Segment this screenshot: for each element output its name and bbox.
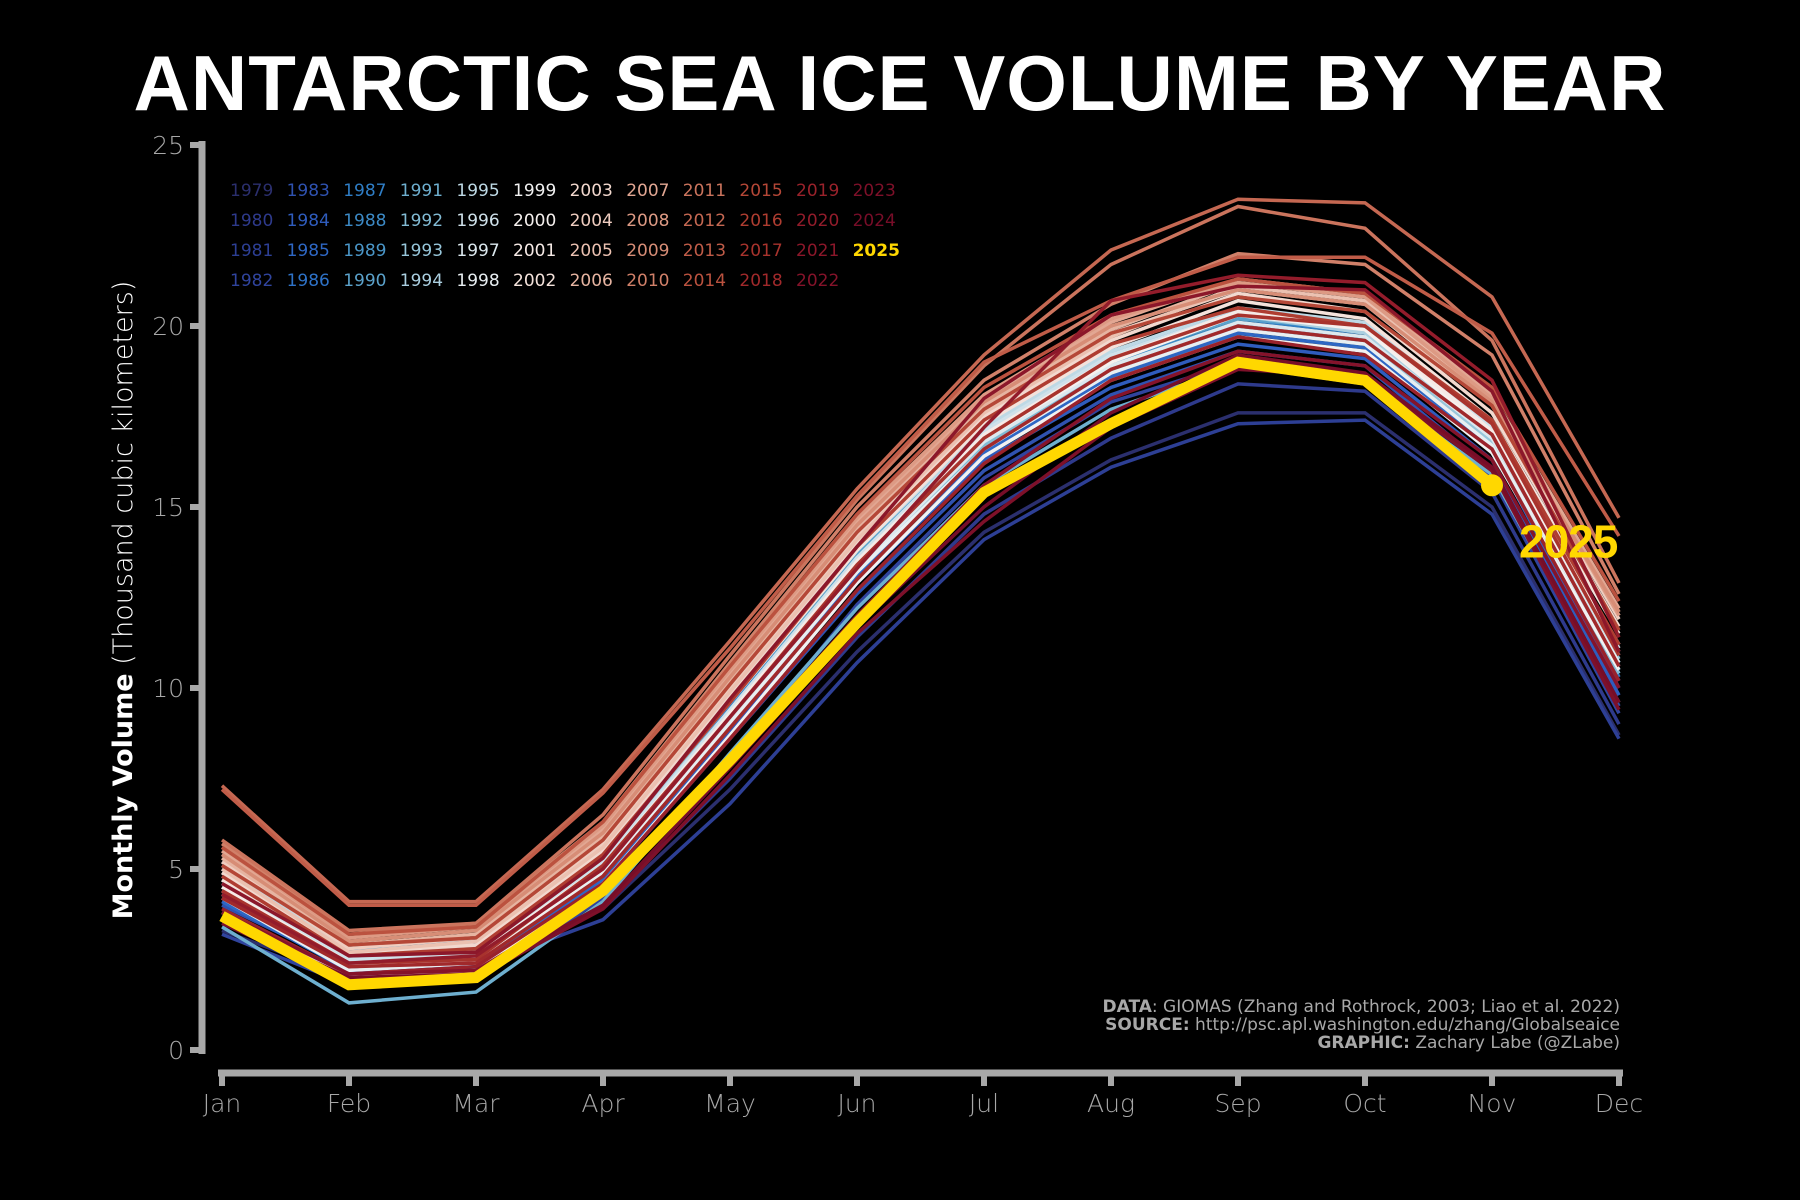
legend-item-2010: 2010 <box>626 271 669 291</box>
legend-item-1997: 1997 <box>456 241 499 261</box>
y-tick-label: 10 <box>152 674 184 703</box>
credit-data-text: : GIOMAS (Zhang and Rothrock, 2003; Liao… <box>1152 997 1620 1017</box>
legend-item-2015: 2015 <box>739 181 782 201</box>
x-tick-label: Jul <box>969 1089 999 1118</box>
legend-item-2018: 2018 <box>739 271 782 291</box>
x-tick-label: Sep <box>1214 1089 1261 1118</box>
legend-item-1990: 1990 <box>343 271 386 291</box>
legend-item-1984: 1984 <box>287 211 330 231</box>
legend-item-1996: 1996 <box>456 211 499 231</box>
legend-item-2012: 2012 <box>683 211 726 231</box>
series-endpoint-2025 <box>1481 474 1503 497</box>
legend-item-2022: 2022 <box>796 271 839 291</box>
series-line-2025 <box>219 356 1496 991</box>
y-axis-label-bold: Monthly Volume <box>108 673 139 919</box>
y-tick-label: 25 <box>152 131 184 160</box>
legend-item-1989: 1989 <box>343 241 386 261</box>
legend-item-1992: 1992 <box>400 211 443 231</box>
y-axis-label-rest: (Thousand cubic kilometers) <box>108 281 139 674</box>
credit-data-label: DATA <box>1103 997 1153 1017</box>
legend-item-1994: 1994 <box>400 271 443 291</box>
legend-item-1988: 1988 <box>343 211 386 231</box>
y-tick-label: 5 <box>168 855 184 884</box>
legend-item-2014: 2014 <box>683 271 726 291</box>
y-tick-label: 0 <box>168 1036 184 1065</box>
legend-item-1983: 1983 <box>287 181 330 201</box>
y-axis-label: Monthly Volume (Thousand cubic kilometer… <box>108 281 139 920</box>
legend-item-1991: 1991 <box>400 181 443 201</box>
series-line-2019 <box>221 335 1621 976</box>
legend-item-1981: 1981 <box>230 241 273 261</box>
legend-item-1979: 1979 <box>230 181 273 201</box>
legend-item-2019: 2019 <box>796 181 839 201</box>
credits: DATA: GIOMAS (Zhang and Rothrock, 2003; … <box>1103 997 1621 1053</box>
y-tick-label: 20 <box>152 312 184 341</box>
series-line-2018 <box>221 324 1621 969</box>
legend-item-2020: 2020 <box>796 211 839 231</box>
legend-item-2017: 2017 <box>739 241 782 261</box>
x-tick-label: Dec <box>1595 1089 1643 1118</box>
series-line-2021 <box>221 284 1621 958</box>
series-line-2005 <box>221 284 1621 955</box>
legend-item-2001: 2001 <box>513 241 556 261</box>
legend-item-2006: 2006 <box>570 271 613 291</box>
series-line-2020 <box>221 273 1621 965</box>
legend-item-1986: 1986 <box>287 271 330 291</box>
x-tick-label: Mar <box>452 1089 500 1118</box>
chart-title: ANTARCTIC SEA ICE VOLUME BY YEAR <box>133 39 1667 127</box>
legend-item-2016: 2016 <box>739 211 782 231</box>
series-line-2014 <box>221 277 1621 936</box>
legend-item-2002: 2002 <box>513 271 556 291</box>
legend: 1979 1980 1981 1982 1983 1984 1985 1986 1987 1988… <box>230 181 900 291</box>
x-tick-label: Apr <box>581 1089 625 1118</box>
series-lines: 2025 <box>219 197 1621 1005</box>
legend-item-2007: 2007 <box>626 181 669 201</box>
credit-graphic-label: GRAPHIC: <box>1317 1033 1410 1053</box>
series-line-2009 <box>221 288 1621 944</box>
x-tick-label: Aug <box>1087 1089 1135 1118</box>
credit-data: DATA: GIOMAS (Zhang and Rothrock, 2003; … <box>1103 997 1621 1017</box>
legend-item-2000: 2000 <box>513 211 556 231</box>
legend-item-2025: 2025 <box>853 241 900 261</box>
highlight-label: 2025 <box>1519 515 1618 567</box>
legend-item-1999: 1999 <box>513 181 556 201</box>
legend-item-2023: 2023 <box>853 181 896 201</box>
legend-item-1998: 1998 <box>456 271 499 291</box>
x-tick-label: Jun <box>837 1089 876 1118</box>
x-tick-label: May <box>704 1089 756 1118</box>
credit-graphic: GRAPHIC: Zachary Labe (@ZLabe) <box>1317 1033 1620 1053</box>
credit-source-label: SOURCE: <box>1105 1015 1189 1035</box>
series-line-2013 <box>220 255 1621 907</box>
series-line-2012 <box>220 197 1621 904</box>
legend-item-1985: 1985 <box>287 241 330 261</box>
series-line-1984 <box>221 342 1621 965</box>
legend-item-2011: 2011 <box>683 181 726 201</box>
x-tick-label: Oct <box>1343 1089 1386 1118</box>
legend-item-2013: 2013 <box>683 241 726 261</box>
x-tick-label: Jan <box>203 1089 242 1118</box>
legend-item-2004: 2004 <box>570 211 613 231</box>
legend-item-2009: 2009 <box>626 241 669 261</box>
credit-source: SOURCE: http://psc.apl.washington.edu/zh… <box>1105 1015 1620 1035</box>
legend-item-1982: 1982 <box>230 271 273 291</box>
series-line-2017 <box>221 313 1621 965</box>
legend-item-2008: 2008 <box>626 211 669 231</box>
credit-source-text: http://psc.apl.washington.edu/zhang/Glob… <box>1190 1015 1620 1035</box>
series-line-2011 <box>220 204 1621 933</box>
legend-item-2003: 2003 <box>570 181 613 201</box>
x-tick-label: Feb <box>327 1089 371 1118</box>
legend-item-2005: 2005 <box>570 241 613 261</box>
legend-item-1995: 1995 <box>456 181 499 201</box>
credit-graphic-text: Zachary Labe (@ZLabe) <box>1410 1033 1620 1053</box>
legend-item-2024: 2024 <box>853 211 896 231</box>
y-tick-label: 15 <box>152 493 184 522</box>
legend-item-1980: 1980 <box>230 211 273 231</box>
legend-item-1987: 1987 <box>343 181 386 201</box>
x-tick-label: Nov <box>1468 1089 1517 1118</box>
legend-item-2021: 2021 <box>796 241 839 261</box>
legend-item-1993: 1993 <box>400 241 443 261</box>
